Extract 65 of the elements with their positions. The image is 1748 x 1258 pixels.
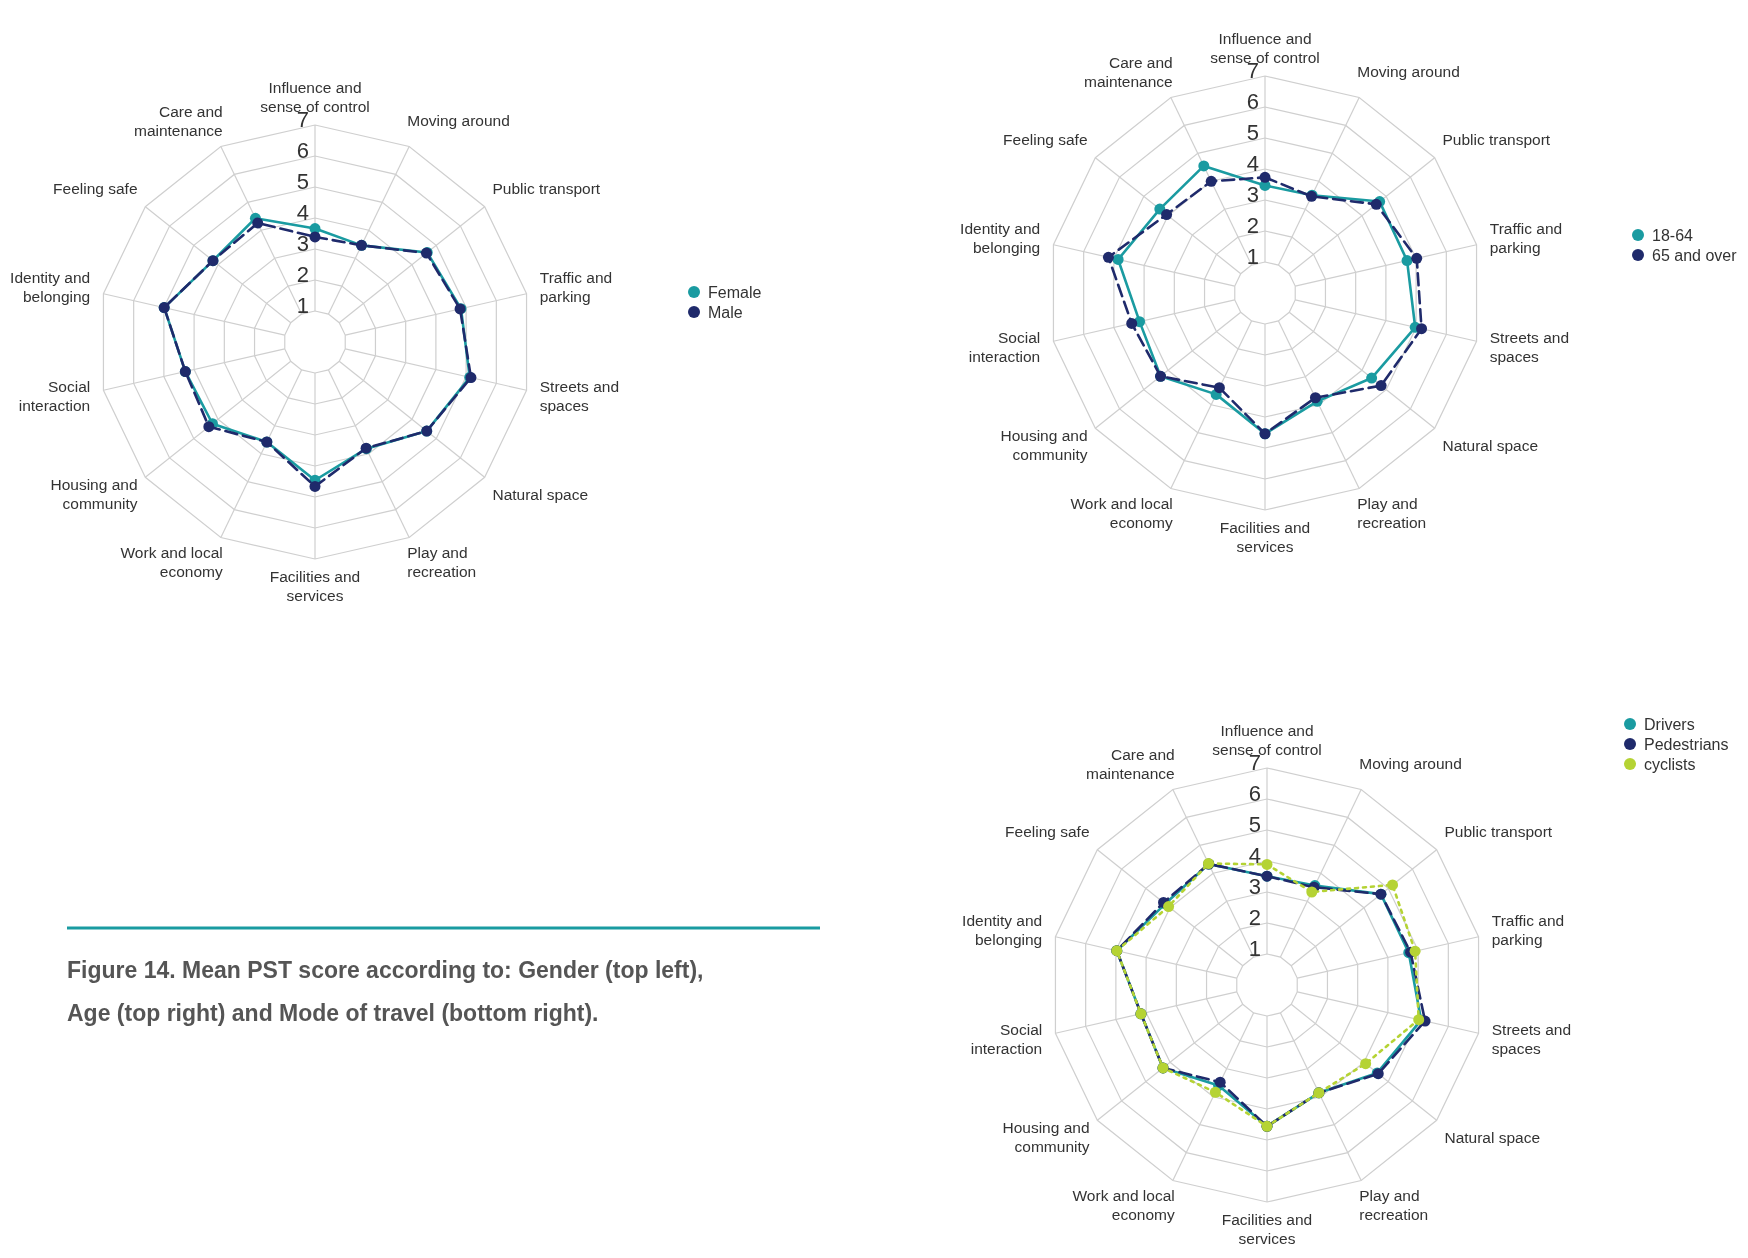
- legend-label: Pedestrians: [1644, 736, 1729, 753]
- spoke-label: Work and local economy: [120, 544, 223, 581]
- spoke-label: Moving around: [1357, 63, 1460, 81]
- spoke-label: Natural space: [492, 485, 589, 503]
- spoke-label: Streets and spaces: [1491, 1021, 1572, 1057]
- spoke-label: Streets and spaces: [1489, 329, 1570, 365]
- legend-label: 65 and over: [1652, 247, 1738, 264]
- spoke-label: Identity and belonging: [10, 269, 91, 305]
- spoke-label: Care and maintenance: [1085, 745, 1175, 782]
- y-tick-label: 1: [1246, 244, 1259, 269]
- spoke-label: Social interaction: [18, 378, 91, 414]
- spoke-label: Care and maintenance: [1083, 53, 1173, 90]
- y-tick-label: 4: [296, 200, 309, 225]
- spoke-label: Traffic and parking: [1491, 912, 1565, 948]
- legend-label: cyclists: [1644, 756, 1696, 773]
- spoke-label: Streets and spaces: [539, 378, 620, 414]
- spoke-label: Traffic and parking: [539, 269, 613, 305]
- y-tick-label: 5: [1246, 120, 1259, 145]
- spoke-label: Traffic and parking: [1489, 220, 1563, 256]
- spoke-label: Natural space: [1444, 1128, 1541, 1146]
- spoke-label: Facilities and services: [1219, 519, 1311, 556]
- legend-label: Male: [708, 304, 743, 321]
- spoke-label: Identity and belonging: [960, 220, 1041, 256]
- spoke-label: Public transport: [1444, 823, 1553, 841]
- y-tick-label: 6: [1248, 781, 1261, 806]
- spoke-label: Facilities and services: [269, 568, 361, 605]
- spoke-label: Feeling safe: [1003, 131, 1088, 149]
- spoke-label: Social interaction: [970, 1021, 1043, 1057]
- spoke-label: Play and recreation: [1359, 1187, 1429, 1224]
- y-tick-label: 2: [1248, 905, 1261, 930]
- y-tick-label: 2: [1246, 213, 1259, 238]
- spoke-label: Play and recreation: [407, 544, 477, 581]
- text: Figure 14. Mean PST score according to: Gender (top left), Age (top right) and Mode of travel (bottom right).: [67, 957, 704, 1026]
- y-tick-label: 6: [296, 138, 309, 163]
- y-tick-label: 5: [1248, 812, 1261, 837]
- spoke-label: Feeling safe: [53, 180, 138, 198]
- spoke-label: Identity and belonging: [962, 912, 1043, 948]
- spoke-label: Housing and community: [1000, 427, 1088, 464]
- y-tick-label: 3: [1248, 874, 1261, 899]
- y-tick-label: 3: [1246, 182, 1259, 207]
- y-tick-label: 4: [1246, 151, 1259, 176]
- y-tick-label: 5: [296, 169, 309, 194]
- y-tick-label: 3: [296, 231, 309, 256]
- spoke-label: Work and local economy: [1070, 495, 1173, 532]
- legend-label: Drivers: [1644, 716, 1695, 733]
- spoke-label: Public transport: [492, 180, 601, 198]
- spoke-label: Play and recreation: [1357, 495, 1427, 532]
- spoke-label: Housing and community: [50, 476, 138, 513]
- spoke-label: Natural space: [1442, 436, 1539, 454]
- y-tick-label: 2: [296, 262, 309, 287]
- y-tick-label: 4: [1248, 843, 1261, 868]
- spoke-label: Housing and community: [1002, 1119, 1090, 1156]
- spoke-label: Work and local economy: [1072, 1187, 1175, 1224]
- spoke-label: Facilities and services: [1221, 1211, 1313, 1248]
- spoke-label: Moving around: [1359, 755, 1462, 773]
- y-tick-label: 1: [1248, 936, 1261, 961]
- y-tick-label: 1: [296, 293, 309, 318]
- spoke-label: Moving around: [407, 112, 510, 130]
- spoke-label: Care and maintenance: [133, 102, 223, 139]
- spoke-label: Public transport: [1442, 131, 1551, 149]
- spoke-label: Feeling safe: [1005, 823, 1090, 841]
- legend-label: 18-64: [1652, 227, 1694, 244]
- legend-label: Female: [708, 284, 762, 301]
- y-tick-label: 6: [1246, 89, 1259, 114]
- spoke-label: Social interaction: [968, 329, 1041, 365]
